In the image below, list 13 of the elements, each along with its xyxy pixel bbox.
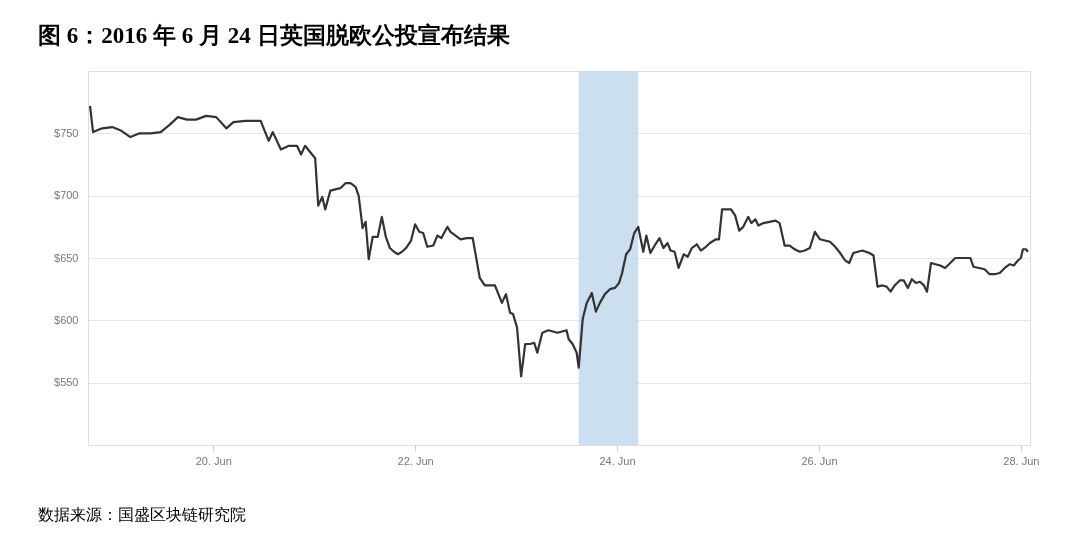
x-tick-label: 20. Jun xyxy=(195,454,232,467)
source-note: 数据来源：国盛区块链研究院 xyxy=(38,506,246,523)
x-tick-label: 22. Jun xyxy=(397,454,434,467)
y-tick-label: $650 xyxy=(54,251,79,264)
y-tick-label: $750 xyxy=(54,126,79,139)
x-tick-label: 26. Jun xyxy=(801,454,838,467)
line-series xyxy=(88,104,1030,378)
x-tick-label: 28. Jun xyxy=(1003,454,1040,467)
y-tick-label: $550 xyxy=(54,376,79,389)
x-tick-label: 24. Jun xyxy=(599,454,636,467)
y-tick-label: $700 xyxy=(54,189,79,202)
chart-title: 图 6：2016 年 6 月 24 日英国脱欧公投宣布结果 xyxy=(38,22,510,48)
y-tick-label: $600 xyxy=(54,313,79,326)
